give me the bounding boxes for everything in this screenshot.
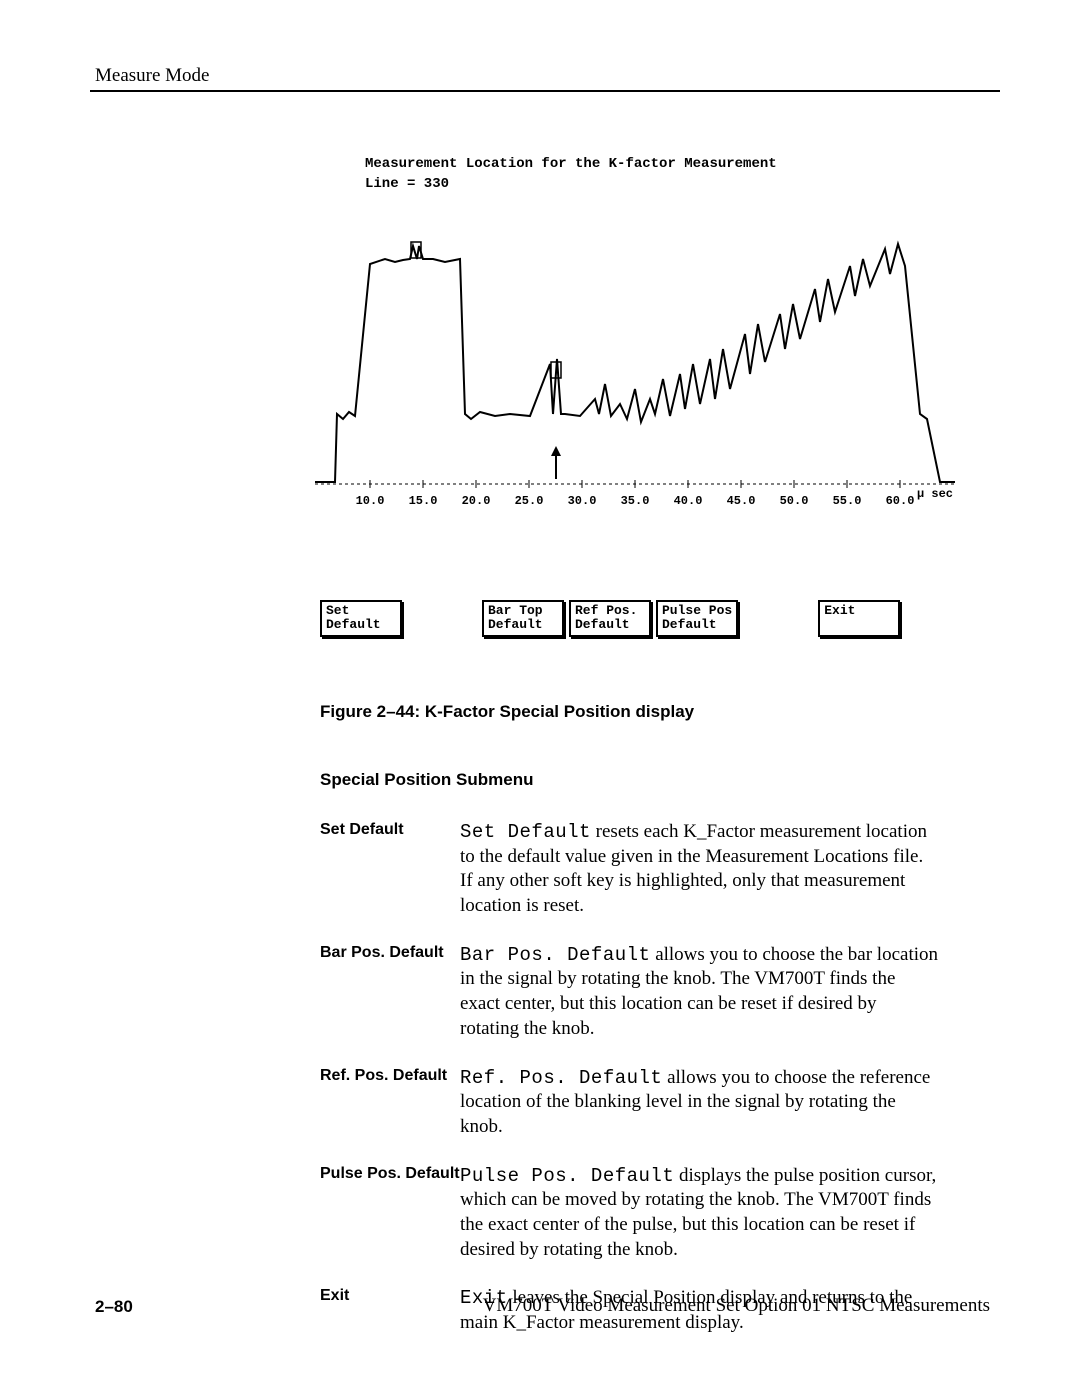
softkey-set-default[interactable]: Set Default — [320, 600, 402, 637]
softkey-label: Default — [488, 617, 543, 632]
softkey-label: Exit — [824, 603, 855, 618]
chart-title-line1: Measurement Location for the K-factor Me… — [365, 156, 777, 172]
waveform-trace — [315, 244, 955, 482]
ref-arrow-head — [551, 446, 561, 456]
svg-text:60.0: 60.0 — [886, 494, 915, 508]
svg-text:45.0: 45.0 — [727, 494, 756, 508]
softkey-label: Default — [575, 617, 630, 632]
svg-text:µ sec: µ sec — [917, 487, 953, 501]
submenu-term: Bar Pos. Default — [320, 943, 460, 1042]
softkey-exit[interactable]: Exit — [818, 600, 900, 637]
header-rule — [90, 90, 1000, 92]
submenu-desc: Bar Pos. Default allows you to choose th… — [460, 943, 940, 1042]
submenu-desc: Ref. Pos. Default allows you to choose t… — [460, 1066, 940, 1140]
svg-text:40.0: 40.0 — [674, 494, 703, 508]
svg-text:10.0: 10.0 — [356, 494, 385, 508]
softkey-spacer — [407, 600, 477, 637]
submenu-row: Pulse Pos. Default Pulse Pos. Default di… — [320, 1164, 940, 1263]
mono-term: Bar Pos. Default — [460, 944, 650, 966]
softkey-spacer — [743, 600, 813, 637]
svg-text:35.0: 35.0 — [621, 494, 650, 508]
submenu-row: Set Default Set Default resets each K_Fa… — [320, 820, 940, 919]
svg-text:55.0: 55.0 — [833, 494, 862, 508]
svg-text:25.0: 25.0 — [515, 494, 544, 508]
softkey-pulse-pos-default[interactable]: Pulse Pos Default — [656, 600, 738, 637]
mono-term: Set Default — [460, 821, 591, 843]
svg-text:30.0: 30.0 — [568, 494, 597, 508]
softkey-label: Default — [326, 617, 381, 632]
svg-text:20.0: 20.0 — [462, 494, 491, 508]
page-header: Measure Mode — [95, 65, 210, 87]
page: Measure Mode Measurement Location for th… — [0, 0, 1080, 1397]
chart-title: Measurement Location for the K-factor Me… — [365, 155, 965, 194]
softkey-label: Pulse Pos — [662, 603, 732, 618]
figure-caption: Figure 2–44: K-Factor Special Position d… — [320, 702, 694, 722]
submenu-table: Set Default Set Default resets each K_Fa… — [320, 820, 940, 1360]
submenu-row: Ref. Pos. Default Ref. Pos. Default allo… — [320, 1066, 940, 1140]
svg-text:50.0: 50.0 — [780, 494, 809, 508]
submenu-row: Bar Pos. Default Bar Pos. Default allows… — [320, 943, 940, 1042]
waveform-svg: 10.0 15.0 20.0 25.0 30.0 35.0 40.0 45.0 … — [315, 204, 955, 514]
softkey-label: Bar Top — [488, 603, 543, 618]
softkey-bar-top-default[interactable]: Bar Top Default — [482, 600, 564, 637]
submenu-term: Exit — [320, 1286, 460, 1335]
softkey-label: Ref Pos. — [575, 603, 637, 618]
footer-doc-title: VM700T Video Measurement Set Option 01 N… — [483, 1295, 990, 1317]
oscilloscope-display: Measurement Location for the K-factor Me… — [315, 155, 965, 519]
softkey-ref-pos-default[interactable]: Ref Pos. Default — [569, 600, 651, 637]
x-tick-labels: 10.0 15.0 20.0 25.0 30.0 35.0 40.0 45.0 … — [356, 487, 953, 508]
submenu-desc: Pulse Pos. Default displays the pulse po… — [460, 1164, 940, 1263]
svg-text:15.0: 15.0 — [409, 494, 438, 508]
submenu-term: Set Default — [320, 820, 460, 919]
section-heading: Special Position Submenu — [320, 770, 533, 790]
softkey-label: Set — [326, 603, 349, 618]
mono-term: Ref. Pos. Default — [460, 1067, 662, 1089]
submenu-term: Pulse Pos. Default — [320, 1164, 460, 1263]
footer-page-number: 2–80 — [95, 1297, 133, 1317]
chart-title-line2: Line = 330 — [365, 176, 449, 192]
softkey-row: Set Default Bar Top Default Ref Pos. Def… — [320, 600, 940, 637]
submenu-desc: Set Default resets each K_Factor measure… — [460, 820, 940, 919]
mono-term: Pulse Pos. Default — [460, 1165, 674, 1187]
submenu-term: Ref. Pos. Default — [320, 1066, 460, 1140]
softkey-label: Default — [662, 617, 717, 632]
